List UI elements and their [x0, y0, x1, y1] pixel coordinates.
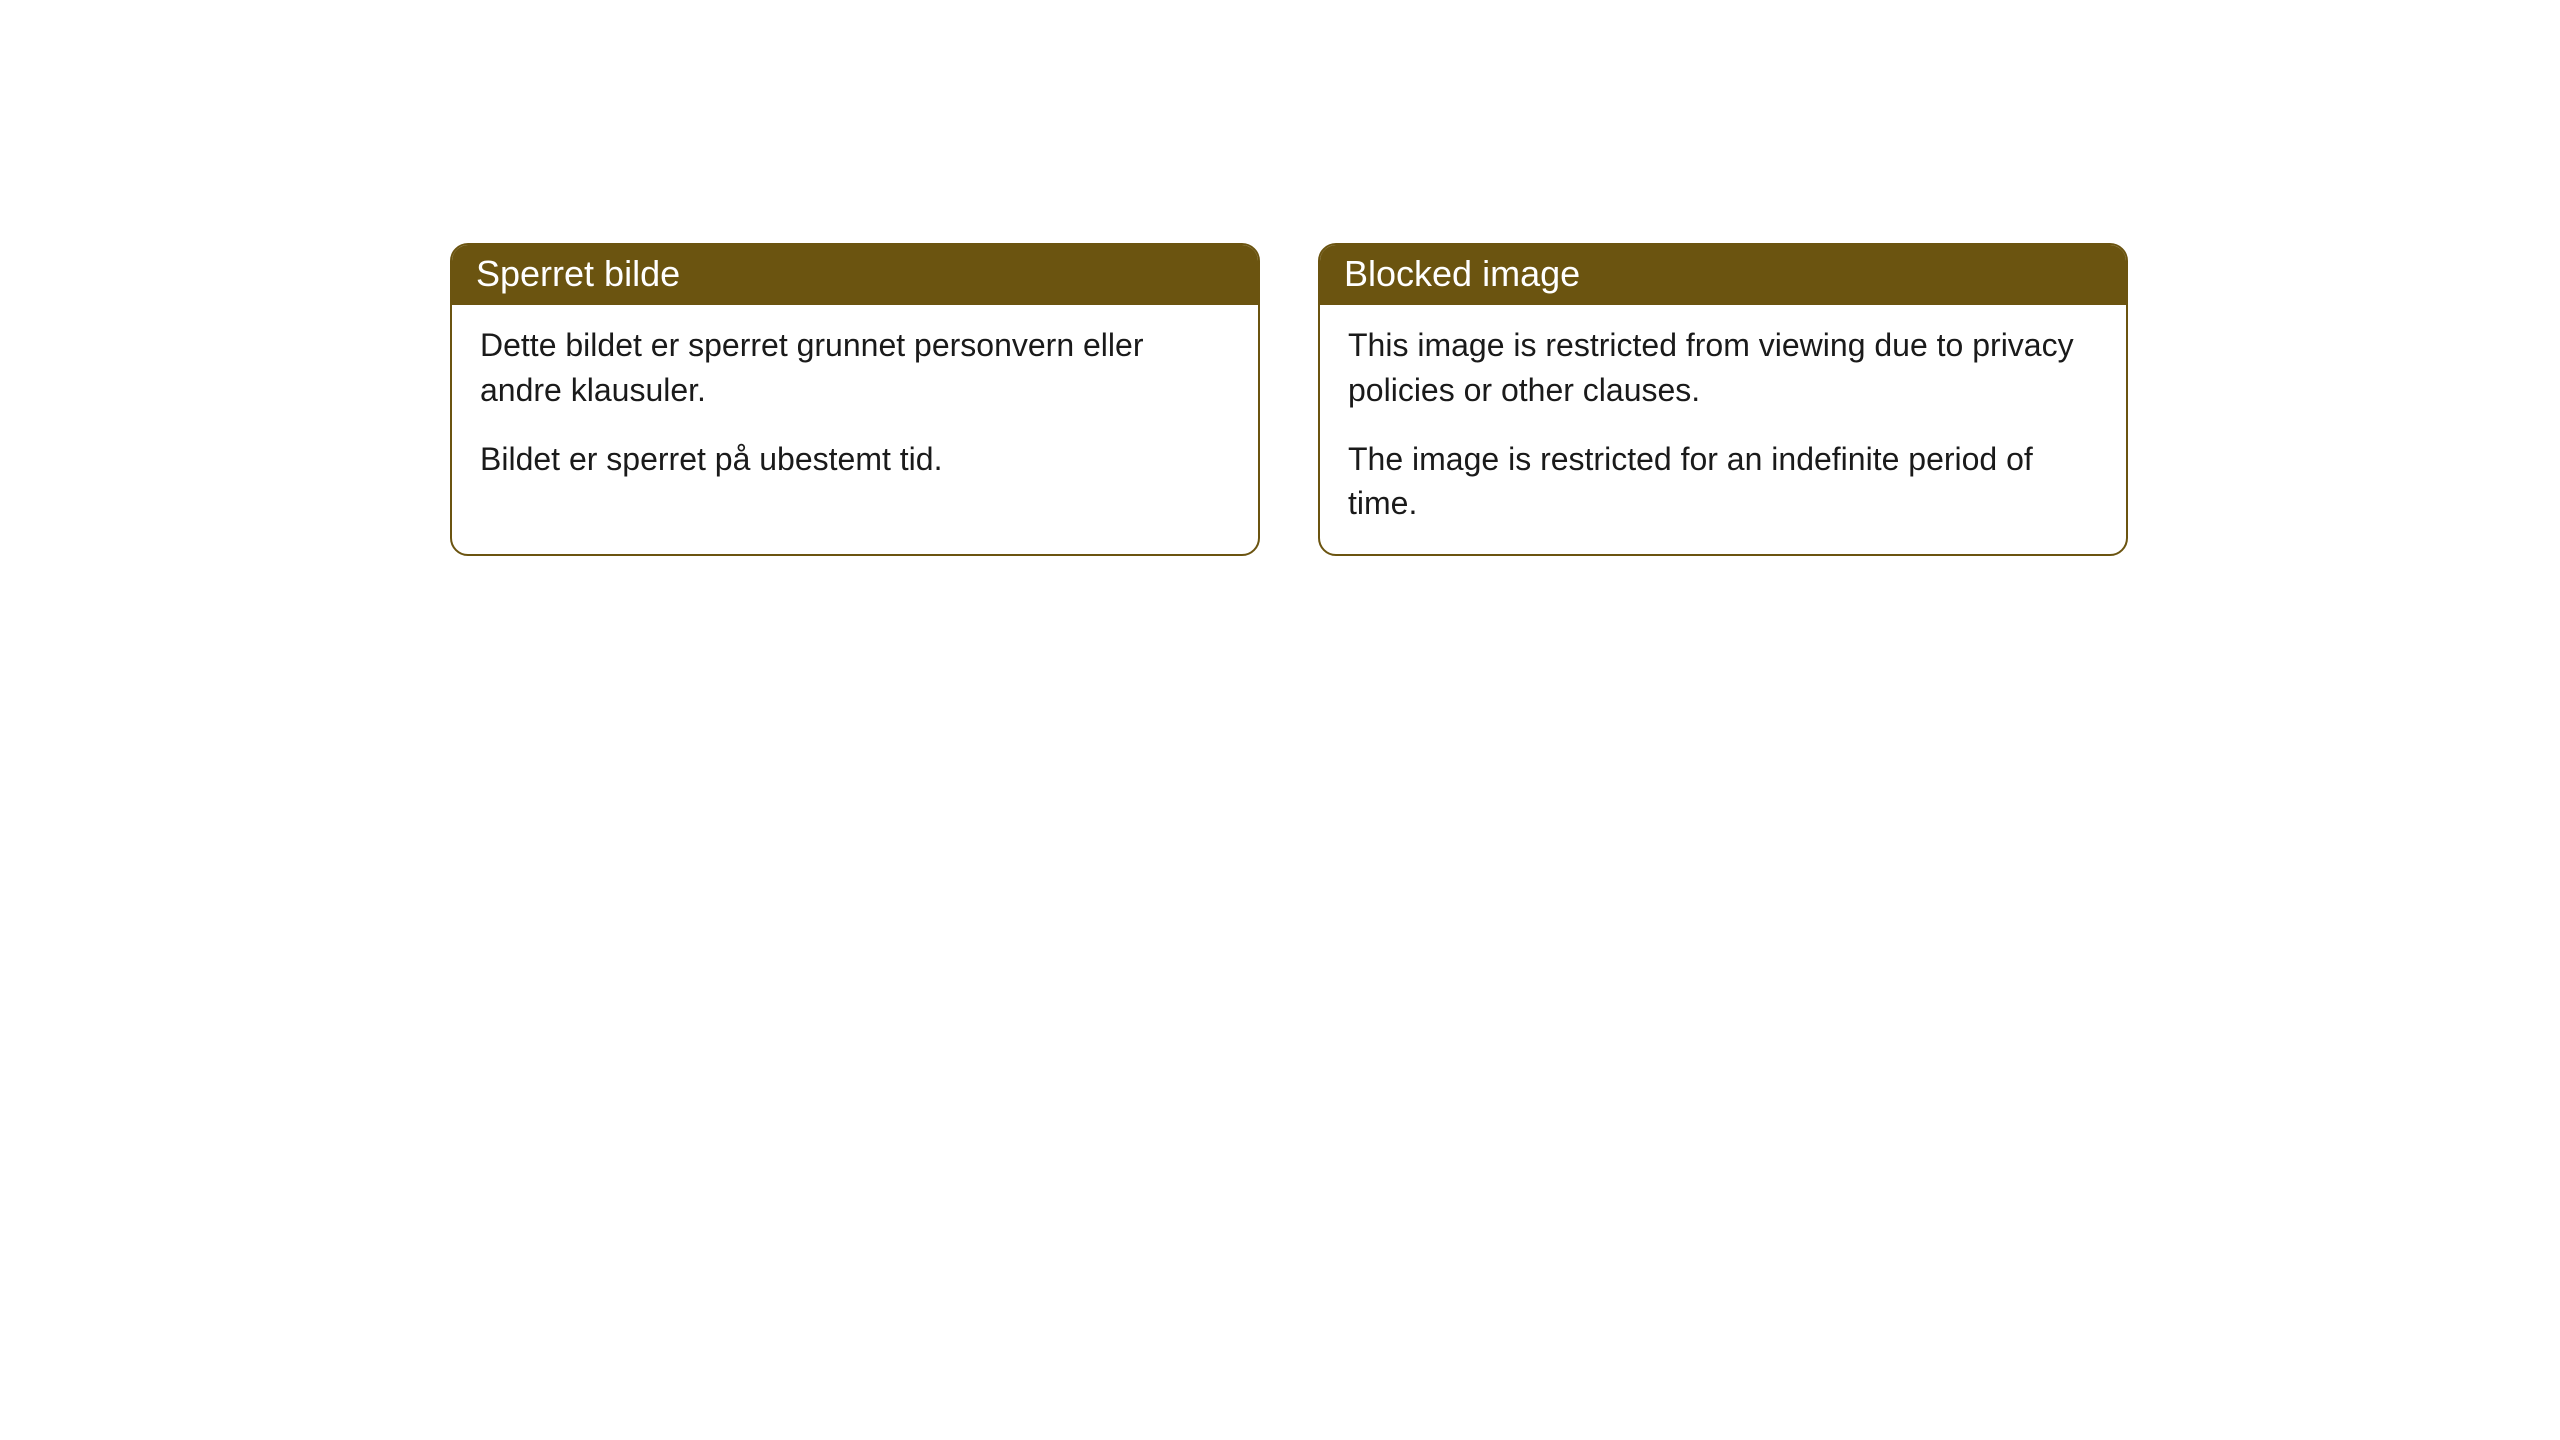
card-paragraph: Bildet er sperret på ubestemt tid. [480, 437, 1230, 482]
card-english: Blocked image This image is restricted f… [1318, 243, 2128, 556]
card-norwegian: Sperret bilde Dette bildet er sperret gr… [450, 243, 1260, 556]
card-body-english: This image is restricted from viewing du… [1320, 305, 2126, 554]
card-header-norwegian: Sperret bilde [452, 245, 1258, 305]
card-paragraph: This image is restricted from viewing du… [1348, 323, 2098, 413]
card-title: Sperret bilde [476, 253, 680, 294]
card-body-norwegian: Dette bildet er sperret grunnet personve… [452, 305, 1258, 509]
cards-container: Sperret bilde Dette bildet er sperret gr… [450, 243, 2560, 556]
card-paragraph: The image is restricted for an indefinit… [1348, 437, 2098, 527]
card-paragraph: Dette bildet er sperret grunnet personve… [480, 323, 1230, 413]
card-title: Blocked image [1344, 253, 1580, 294]
card-header-english: Blocked image [1320, 245, 2126, 305]
